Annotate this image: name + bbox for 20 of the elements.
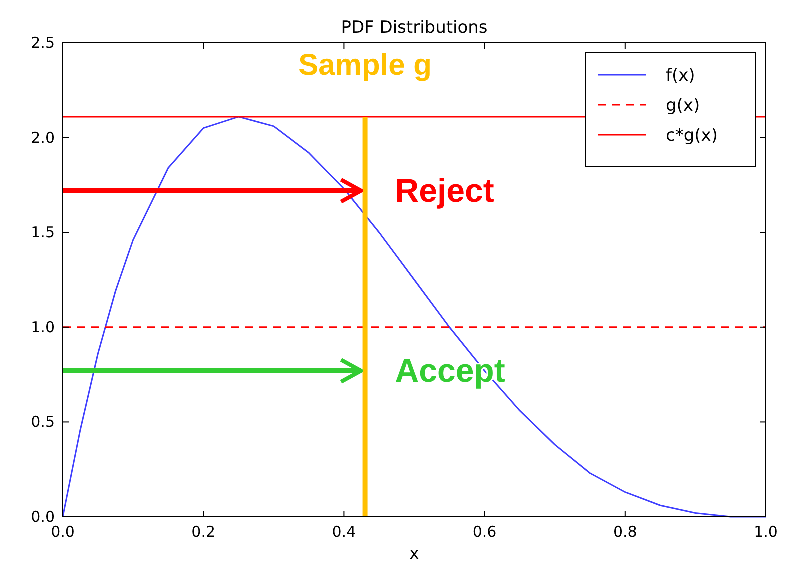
- annotation: Reject: [395, 172, 494, 209]
- x-tick-label: 0.2: [192, 523, 216, 541]
- x-tick-label: 0.4: [332, 523, 356, 541]
- annotation: Sample g: [298, 49, 432, 82]
- legend-label: c*g(x): [666, 126, 718, 146]
- x-tick-label: 0.6: [472, 523, 497, 541]
- y-tick-label: 0.0: [31, 508, 55, 526]
- chart-title: PDF Distributions: [341, 18, 488, 38]
- x-tick-label: 0.0: [51, 523, 75, 541]
- x-axis-title: x: [410, 544, 420, 563]
- x-tick-label: 0.8: [613, 523, 638, 541]
- legend-label: f(x): [666, 66, 696, 86]
- line-series: [62, 116, 767, 518]
- legend-label: g(x): [666, 96, 700, 116]
- y-tick-label: 1.5: [31, 224, 55, 242]
- x-tick-label: 1.0: [754, 523, 778, 541]
- y-tick-label: 2.5: [31, 34, 55, 52]
- y-tick-label: 2.0: [31, 128, 55, 147]
- y-tick-label: 1.0: [31, 318, 55, 336]
- y-tick-label: 0.5: [31, 413, 55, 432]
